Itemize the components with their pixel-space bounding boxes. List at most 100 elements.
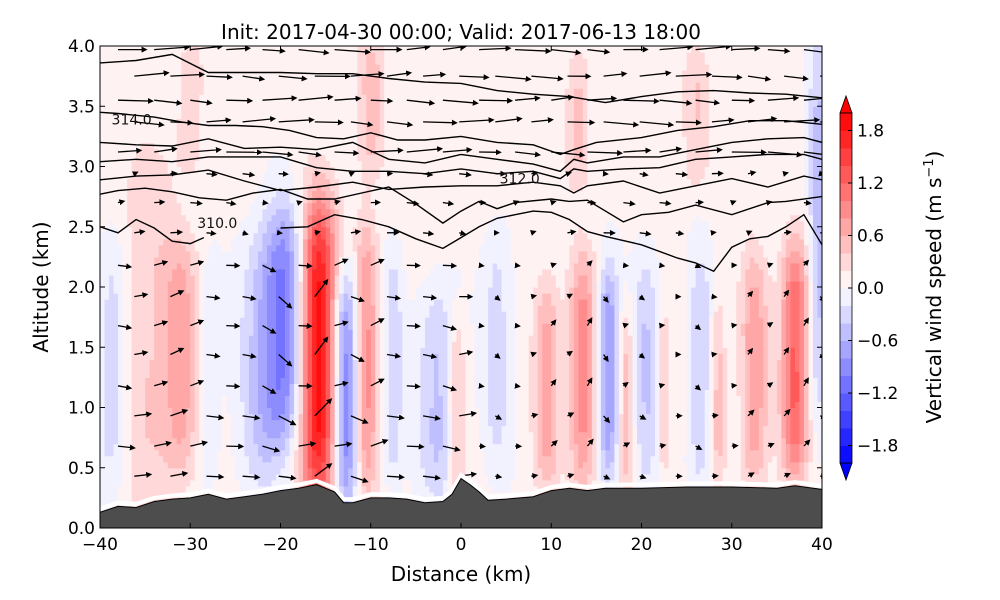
chart-title: Init: 2017-04-30 00:00; Valid: 2017-06-1… — [221, 20, 701, 44]
w-field-cell — [776, 359, 782, 415]
wind-vector — [386, 414, 405, 421]
wind-vector — [442, 99, 479, 106]
wind-vector — [567, 412, 575, 418]
contour-labels: 314.0 312.0 310.0 — [112, 113, 540, 233]
w-field-cell — [271, 250, 277, 421]
w-field-cell — [285, 46, 291, 162]
w-field-cell — [397, 46, 403, 240]
colorbar-level — [840, 305, 852, 324]
wind-vector — [783, 346, 790, 355]
w-field-cell — [506, 226, 512, 493]
w-field-cell — [605, 256, 611, 276]
w-field-cell — [118, 244, 124, 487]
wind-vector — [298, 48, 330, 56]
w-field-cell — [528, 46, 534, 336]
w-field-cell — [248, 413, 255, 475]
w-field-cell — [289, 46, 295, 174]
wind-vector — [767, 47, 791, 54]
w-field-cell — [591, 250, 597, 481]
w-field-cell — [280, 208, 286, 222]
wind-vector — [190, 379, 205, 387]
w-field-cell — [361, 190, 367, 228]
w-field-cell — [285, 455, 291, 487]
w-field-cell — [316, 455, 322, 475]
wind-vector — [586, 438, 594, 447]
wind-vector — [370, 147, 404, 154]
wind-vector — [711, 473, 719, 480]
w-field-cell — [100, 232, 106, 511]
wind-vector — [495, 75, 532, 82]
x-axis-label: Distance (km) — [391, 562, 531, 586]
wind-vector — [117, 263, 133, 270]
w-field-cell — [370, 52, 376, 156]
w-field-cell — [330, 208, 336, 234]
w-field-cell — [709, 238, 715, 318]
wind-vector — [334, 441, 353, 448]
w-field-cell — [167, 280, 173, 409]
wind-vector — [495, 473, 503, 480]
w-field-cell — [456, 268, 462, 288]
w-field-cell — [321, 226, 327, 240]
w-field-cell — [424, 274, 431, 318]
w-field-cell — [194, 46, 200, 162]
w-field-cell — [740, 335, 746, 481]
w-field-cell — [280, 449, 286, 469]
w-field-cell — [393, 461, 399, 505]
w-field-cell — [235, 46, 241, 234]
colorbar-level — [840, 288, 852, 306]
w-field-cell — [609, 220, 616, 258]
w-field-cell — [812, 232, 819, 378]
w-field-cell — [361, 46, 367, 77]
w-field-cell — [587, 437, 593, 475]
w-field-cell — [275, 419, 282, 439]
w-field-cell — [275, 226, 282, 246]
wind-vector — [134, 411, 153, 418]
w-field-cell — [781, 299, 787, 439]
w-field-cell — [118, 46, 124, 246]
isentrope-line — [100, 169, 822, 194]
w-field-cell — [104, 46, 110, 228]
w-field-cell — [587, 293, 593, 439]
w-field-cell — [794, 262, 801, 282]
w-field-cell — [740, 323, 746, 336]
w-field-cell — [429, 46, 435, 270]
w-field-cell — [212, 238, 218, 481]
w-field-cell — [217, 449, 223, 528]
w-field-cell — [713, 449, 719, 493]
w-field-cell — [275, 208, 282, 228]
wind-vector — [711, 74, 743, 81]
wind-vector — [117, 384, 133, 391]
wind-vector — [803, 151, 822, 155]
wind-vector — [278, 296, 293, 309]
y-tick-label: 4.0 — [68, 37, 95, 57]
w-field-cell — [357, 208, 363, 246]
wind-vector — [350, 71, 385, 78]
w-field-cell — [316, 280, 322, 433]
w-field-cell — [718, 353, 724, 457]
wind-vector — [566, 350, 573, 357]
wind-vector — [170, 347, 185, 356]
wind-vector — [659, 442, 667, 449]
w-field-cell — [375, 136, 381, 180]
w-field-cell — [623, 317, 629, 354]
w-field-cell — [519, 46, 525, 528]
w-field-cell — [578, 46, 584, 53]
w-field-cell — [578, 52, 584, 89]
wind-vector — [154, 380, 169, 387]
wind-vector — [154, 440, 172, 447]
colorbar-label-close: ) — [922, 151, 946, 159]
wind-vector — [586, 377, 593, 387]
w-field-cell — [167, 407, 173, 469]
w-field-cell — [316, 220, 322, 234]
w-field-cell — [280, 268, 286, 378]
w-field-cell — [357, 46, 363, 162]
w-field-cell — [546, 46, 552, 270]
w-field-cell — [754, 473, 760, 499]
wind-vector — [242, 116, 277, 123]
wind-vector — [314, 336, 329, 355]
wind-vector — [803, 317, 809, 326]
w-field-cell — [623, 256, 629, 282]
wind-vector — [459, 117, 495, 124]
wind-vectors — [117, 46, 822, 484]
w-field-cell — [569, 190, 575, 246]
